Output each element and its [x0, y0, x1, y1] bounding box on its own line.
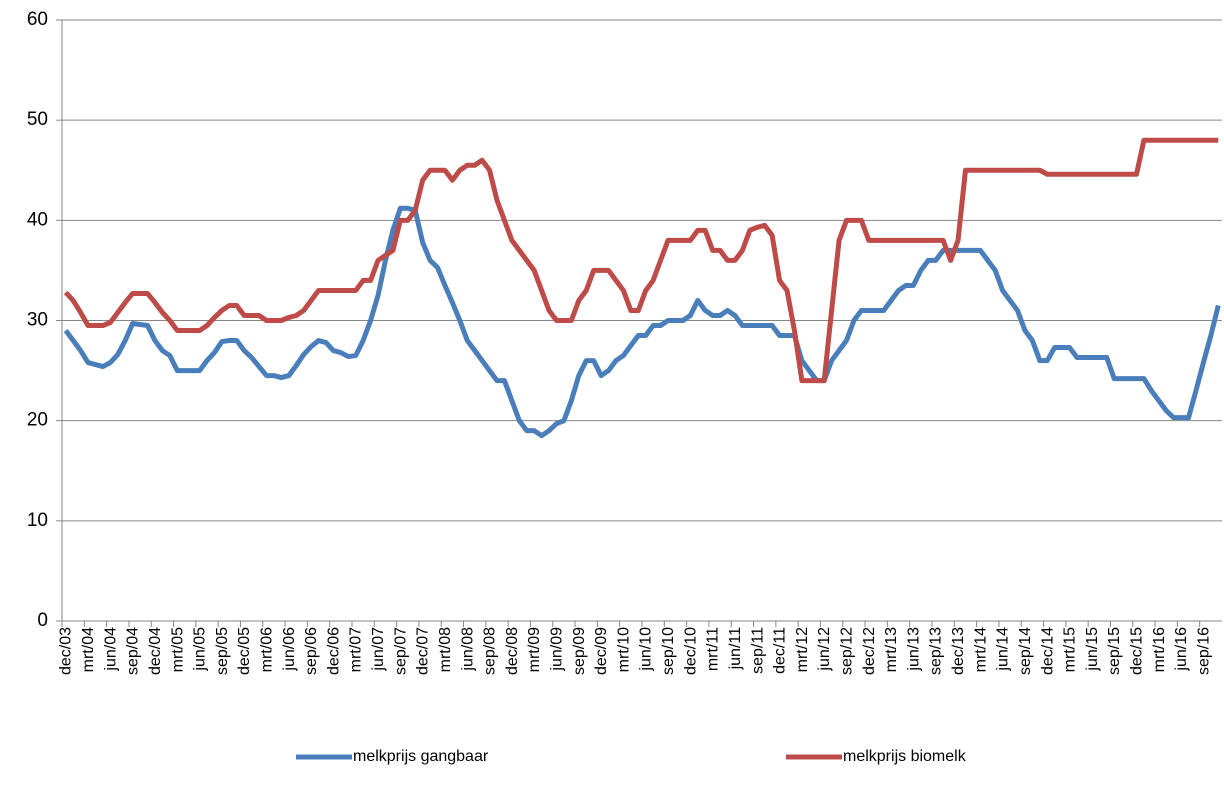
x-tick-label: jun/15 [1084, 627, 1101, 672]
x-tick-label: mrt/05 [169, 627, 186, 672]
legend-label: melkprijs gangbaar [353, 748, 489, 765]
legend-label: melkprijs biomelk [843, 748, 967, 765]
y-tick-label: 20 [27, 410, 48, 431]
x-tick-label: dec/04 [147, 627, 164, 675]
x-tick-label: sep/06 [303, 627, 320, 675]
x-tick-label: mrt/15 [1062, 627, 1079, 672]
x-tick-label: mrt/08 [437, 627, 454, 672]
y-tick-label: 60 [27, 9, 48, 30]
x-tick-label: dec/06 [325, 627, 342, 675]
x-tick-label: mrt/06 [258, 627, 275, 672]
x-tick-label: jun/16 [1173, 627, 1190, 672]
x-tick-label: jun/11 [727, 627, 744, 671]
x-tick-label: dec/12 [861, 627, 878, 675]
y-tick-label: 40 [27, 209, 48, 230]
x-tick-label: jun/04 [102, 627, 119, 672]
x-tick-label: sep/07 [392, 627, 409, 675]
x-tick-label: dec/14 [1039, 627, 1056, 675]
x-tick-label: jun/06 [281, 627, 298, 672]
y-tick-label: 30 [27, 310, 48, 331]
y-tick-label: 10 [27, 510, 48, 531]
x-tick-label: mrt/16 [1151, 627, 1168, 672]
x-tick-label: dec/13 [950, 627, 967, 675]
x-tick-label: dec/07 [415, 627, 432, 675]
x-tick-label: sep/10 [660, 627, 677, 675]
x-tick-label: sep/13 [928, 627, 945, 675]
x-tick-label: sep/05 [214, 627, 231, 675]
x-tick-label: mrt/04 [80, 627, 97, 672]
x-tick-label: jun/09 [548, 627, 565, 672]
x-tick-label: jun/08 [459, 627, 476, 672]
y-tick-label: 50 [27, 109, 48, 130]
y-tick-label: 0 [37, 610, 48, 631]
x-tick-label: mrt/11 [705, 627, 722, 671]
x-tick-label: mrt/10 [615, 627, 632, 672]
x-tick-label: dec/05 [236, 627, 253, 675]
x-tick-label: dec/09 [593, 627, 610, 675]
x-tick-label: jun/05 [192, 627, 209, 672]
x-tick-label: jun/12 [816, 627, 833, 672]
x-tick-label: sep/14 [1017, 627, 1034, 675]
x-tick-label: sep/04 [125, 627, 142, 675]
x-tick-label: dec/15 [1128, 627, 1145, 675]
x-tick-label: dec/03 [58, 627, 75, 675]
x-tick-label: mrt/13 [883, 627, 900, 672]
x-tick-label: sep/16 [1195, 627, 1212, 675]
x-tick-label: dec/11 [772, 627, 789, 674]
x-tick-label: dec/10 [682, 627, 699, 675]
x-tick-label: sep/11 [749, 627, 766, 674]
x-tick-label: jun/14 [995, 627, 1012, 672]
line [63, 137, 1219, 384]
x-tick-label: jun/10 [638, 627, 655, 672]
x-tick-label: mrt/09 [526, 627, 543, 672]
x-tick-label: mrt/07 [348, 627, 365, 672]
x-tick-label: sep/08 [482, 627, 499, 675]
x-tick-label: sep/12 [838, 627, 855, 675]
x-tick-label: mrt/14 [972, 627, 989, 672]
line [63, 205, 1221, 439]
x-tick-label: dec/08 [504, 627, 521, 675]
x-tick-label: jun/07 [370, 627, 387, 672]
x-tick-label: mrt/12 [794, 627, 811, 672]
x-tick-label: sep/15 [1106, 627, 1123, 675]
x-tick-label: sep/09 [571, 627, 588, 675]
x-tick-label: jun/13 [905, 627, 922, 672]
